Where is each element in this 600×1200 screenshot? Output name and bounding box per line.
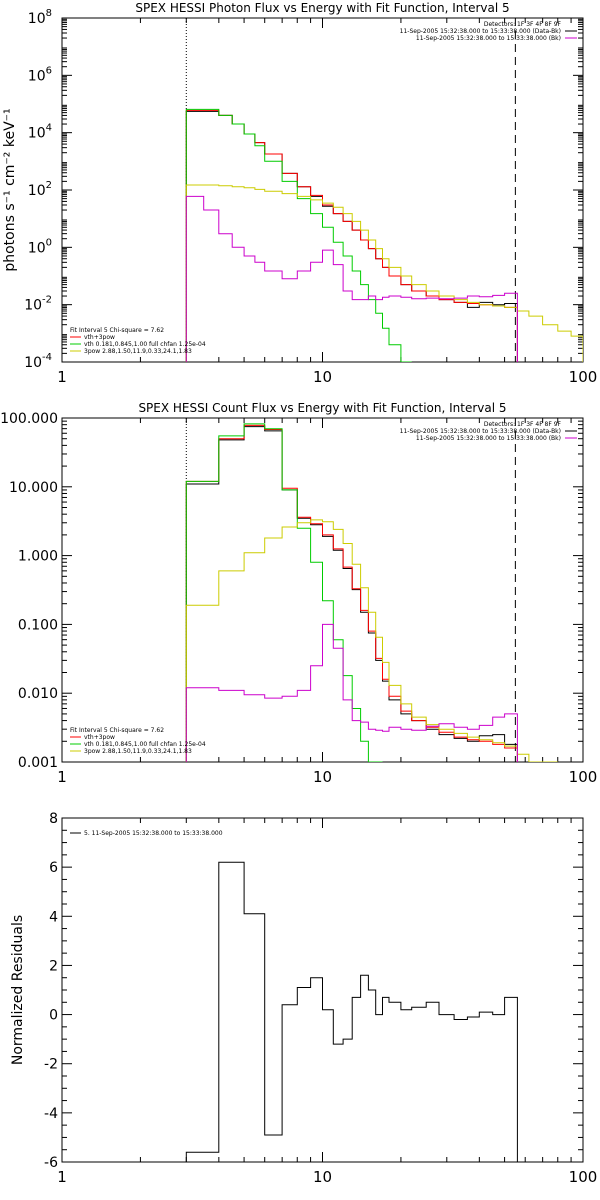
y-tick-base: 10 <box>28 68 46 84</box>
y-tick-base: 10 <box>28 240 46 256</box>
series-line-0 <box>185 110 518 362</box>
series-line-2 <box>185 423 383 762</box>
y-tick-label: 10-2 <box>24 295 52 314</box>
y-tick-label: 100.000 <box>0 411 58 427</box>
y-tick-label: 100 <box>28 237 52 256</box>
x-tick-label: 10 <box>313 768 332 786</box>
x-tick-label: 1 <box>57 768 67 786</box>
y-tick-label: 0.100 <box>18 617 58 633</box>
y-tick-label: 0.001 <box>18 755 58 771</box>
y-tick-label: 0.010 <box>18 686 58 702</box>
y-tick-label: 2 <box>49 958 58 974</box>
legend-text: Fit Interval 5 Chi-square = 7.62 <box>70 727 164 734</box>
legend-text: 3pow 2.88,1.50,11.9,0.33,24.1,1.83 <box>84 748 192 755</box>
legend-text: vth 0.181,0.845,1.00 full chfan 1.25e-04 <box>84 741 206 748</box>
y-tick-exponent: 4 <box>46 123 52 134</box>
y-tick-label: 106 <box>28 65 52 84</box>
y-tick-base: 10 <box>28 183 46 199</box>
series-group <box>185 108 583 362</box>
y-tick-base: 10 <box>28 11 46 27</box>
legend-text: 5. 11-Sep-2005 15:32:38.000 to 15:33:38.… <box>84 830 223 837</box>
y-tick-label: 8 <box>49 811 58 827</box>
y-tick-base: 10 <box>28 126 46 142</box>
x-tick-label: 10 <box>313 1168 332 1186</box>
y-tick-label: 10-4 <box>24 352 52 371</box>
y-tick-label: 102 <box>28 180 52 199</box>
y-tick-base: 10 <box>24 355 42 371</box>
y-axis-label: Normalized Residuals <box>10 915 26 1065</box>
y-tick-label: 10.000 <box>9 480 58 496</box>
y-tick-exponent: -2 <box>42 295 52 306</box>
header-text: 11-Sep-2005 15:32:38.000 to 15:33:38.000… <box>400 28 561 35</box>
y-tick-label: 108 <box>28 8 52 27</box>
y-tick-label: -6 <box>44 1155 58 1171</box>
y-tick-label: 1.000 <box>18 549 58 565</box>
x-tick-label: 10 <box>313 368 332 386</box>
legend-text: vth+3pow <box>84 334 115 341</box>
legend-text: Fit Interval 5 Chi-square = 7.62 <box>70 327 164 334</box>
legend-text: vth+3pow <box>84 734 115 741</box>
x-tick-label: 1 <box>57 368 67 386</box>
y-tick-exponent: 2 <box>46 180 52 191</box>
x-tick-label: 100 <box>569 768 598 786</box>
count-flux-panel: SPEX HESSI Count Flux vs Energy with Fit… <box>0 401 597 786</box>
series-line-3 <box>185 184 583 362</box>
series-line-4 <box>185 623 518 762</box>
series-group <box>185 861 518 1162</box>
series-line-4 <box>185 195 518 362</box>
chart-title: SPEX HESSI Photon Flux vs Energy with Fi… <box>135 1 509 15</box>
y-tick-label: 4 <box>49 909 58 925</box>
series-line-3 <box>185 519 558 762</box>
y-tick-exponent: 0 <box>46 237 52 248</box>
legend-text: vth 0.181,0.845,1.00 full chfan 1.25e-04 <box>84 341 206 348</box>
legend-text: 3pow 2.88,1.50,11.9,0.33,24.1,1.83 <box>84 348 192 355</box>
series-group <box>185 423 558 762</box>
photon-flux-panel: SPEX HESSI Photon Flux vs Energy with Fi… <box>2 1 597 386</box>
y-tick-exponent: -4 <box>42 352 52 363</box>
header-text: 11-Sep-2005 15:32:38.000 to 15:33:38.000… <box>400 428 561 435</box>
y-tick-base: 10 <box>24 298 42 314</box>
y-axis-label: photons s⁻¹ cm⁻² keV⁻¹ <box>2 108 18 271</box>
series-line-1 <box>185 109 518 362</box>
y-tick-label: 104 <box>28 123 52 142</box>
header-text: 11-Sep-2005 15:32:38.000 to 15:33:38.000… <box>416 435 561 442</box>
x-tick-label: 100 <box>569 1168 598 1186</box>
residuals-panel: 1 10 100 -6 -4 -2 0 2 4 6 8 Normalized Residuals 5. … <box>10 811 597 1186</box>
x-tick-label: 1 <box>57 1168 67 1186</box>
plot-frame <box>61 17 584 363</box>
series-line-0 <box>185 861 518 1162</box>
y-tick-label: -4 <box>44 1106 58 1122</box>
header-text: Detectors: 1F 3F 4F 8F 9F <box>484 421 562 428</box>
header-text: 11-Sep-2005 15:32:38.000 to 15:33:38.000… <box>416 35 561 42</box>
header-text: Detectors: 1F 3F 4F 8F 9F <box>484 21 562 28</box>
chart-title: SPEX HESSI Count Flux vs Energy with Fit… <box>138 401 506 415</box>
y-tick-label: 6 <box>49 860 58 876</box>
y-tick-label: -2 <box>44 1057 58 1073</box>
y-tick-exponent: 6 <box>46 65 52 76</box>
y-tick-exponent: 8 <box>46 8 52 19</box>
y-tick-label: 0 <box>49 1008 58 1024</box>
x-tick-label: 100 <box>569 368 598 386</box>
series-line-2 <box>185 108 412 362</box>
